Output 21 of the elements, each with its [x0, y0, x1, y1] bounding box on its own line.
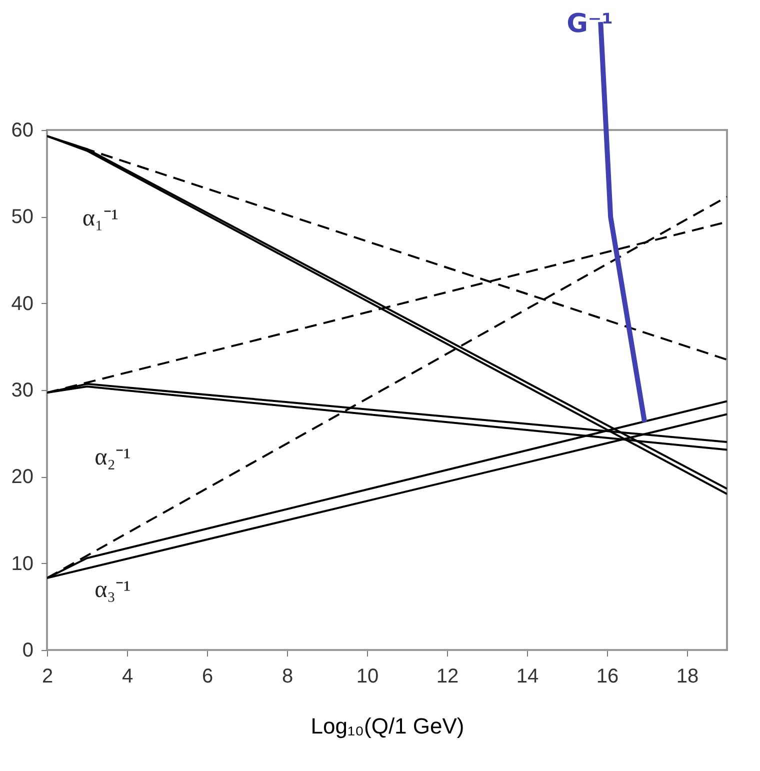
annotation: α₁⁻¹	[82, 205, 118, 232]
annotation: α₃⁻¹	[94, 577, 131, 604]
x-tick-label: 2	[42, 666, 54, 688]
x-tick-label: 6	[202, 666, 214, 688]
y-tick-label: 40	[11, 292, 34, 315]
y-tick-label: 20	[11, 466, 34, 488]
x-tick-label: 10	[356, 666, 379, 688]
y-tick-label: 10	[11, 552, 34, 575]
y-tick-label: 30	[11, 380, 34, 402]
y-tick-label: 50	[11, 206, 34, 228]
y-tick-label: 60	[11, 120, 34, 142]
annotation: α₂⁻¹	[94, 444, 131, 471]
annotation: G⁻¹	[566, 9, 614, 39]
x-tick-label: 18	[676, 666, 699, 688]
x-tick-label: 4	[122, 666, 134, 688]
x-axis-title: Log₁₀(Q/1 GeV)	[310, 714, 464, 738]
x-tick-label: 8	[282, 666, 294, 688]
x-tick-label: 12	[436, 666, 459, 688]
x-tick-label: 14	[516, 666, 539, 688]
x-tick-label: 16	[596, 666, 619, 688]
y-tick-label: 0	[22, 640, 34, 662]
